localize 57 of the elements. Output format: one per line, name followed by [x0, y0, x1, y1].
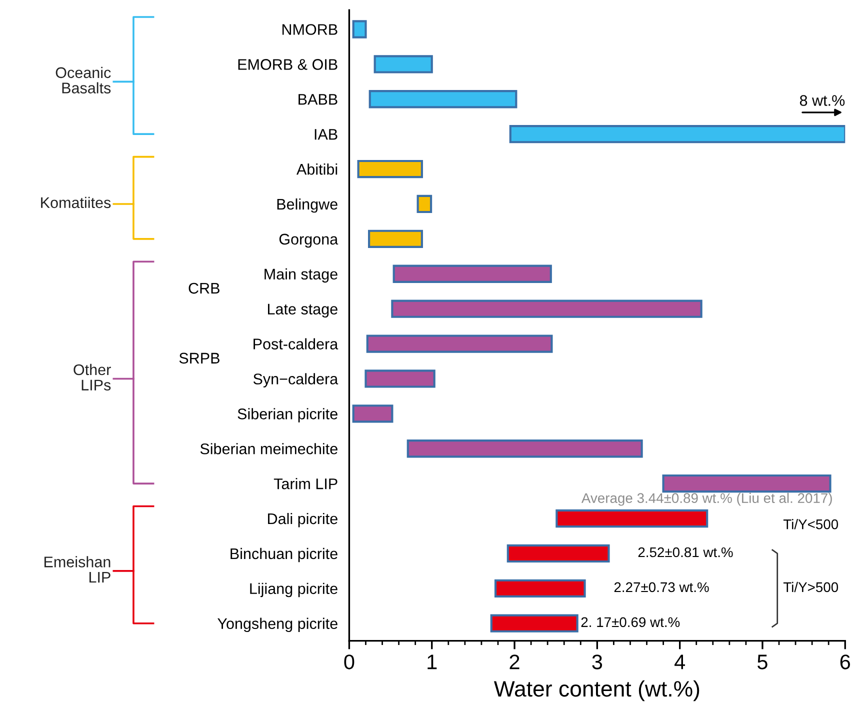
annotation: Ti/Y>500 [783, 582, 838, 592]
x-tick-label: 0 [344, 654, 354, 670]
y-tick-label: IAB [314, 129, 338, 140]
bar [352, 20, 367, 38]
legend-label: Oceanic Basalts [56, 66, 111, 94]
annotation: 2.52±0.81 wt.% [638, 547, 733, 558]
bar [416, 194, 432, 214]
y-tick-label: Siberian picrite [238, 408, 338, 422]
y-tick-label: Abitibi [296, 164, 338, 175]
bar [506, 544, 610, 563]
y-tick-label: Tarim LIP [274, 478, 338, 490]
bar [357, 160, 423, 178]
annotation: Average 3.44±0.89 wt.% (Liu et al. 2017) [581, 492, 832, 506]
y-tick-label: Syn−caldera [253, 373, 338, 388]
text: CRB [188, 282, 220, 294]
y-tick-label: Gorgona [279, 234, 338, 248]
x-tick-label: 6 [840, 654, 850, 670]
bar [509, 125, 846, 144]
annotation: 2. 17±0.69 wt.% [581, 617, 680, 628]
x-tick-label: 3 [592, 654, 602, 670]
y-tick-label: NMORB [282, 24, 338, 35]
x-tick-label: 5 [758, 654, 768, 670]
x-tick-label: 1 [428, 654, 437, 670]
text: SRPB [179, 352, 220, 364]
bar [391, 300, 702, 318]
bar [352, 404, 394, 423]
y-tick-label: BABB [298, 94, 338, 105]
legend-label: Other LIPs [74, 364, 111, 390]
y-tick-label: Yongsheng picrite [218, 618, 338, 632]
bar [364, 370, 436, 388]
y-tick-label: Lijiang picrite [250, 582, 338, 598]
legend-label: Komatiites [41, 196, 111, 208]
x-tick-label: 2 [510, 654, 520, 670]
y-tick-label: Late stage [268, 304, 338, 318]
annotation: 2.27±0.73 wt.% [614, 582, 709, 592]
y-tick-label: Dali picrite [268, 512, 338, 528]
x-tick-label: 4 [674, 654, 686, 670]
bar [366, 334, 553, 353]
bar [556, 509, 708, 528]
annotation: 8 wt.% [800, 95, 845, 106]
annotation: Ti/Y<500 [783, 519, 838, 530]
y-tick-label: Belingwe [277, 198, 338, 213]
bar [490, 614, 578, 632]
y-tick-label: Main stage [264, 268, 338, 283]
x-axis-title: Water content (wt.%) [494, 680, 700, 702]
bar [662, 474, 832, 493]
bar [374, 55, 433, 74]
y-tick-label: Siberian meimechite [200, 443, 338, 454]
legend-label: Emeishan LIP [44, 556, 110, 583]
bar [494, 579, 586, 598]
y-tick-label: Binchuan picrite [230, 548, 338, 562]
bar [406, 440, 643, 458]
y-tick-label: Post-caldera [254, 338, 338, 350]
y-tick-label: EMORB & OIB [238, 59, 338, 70]
bar [392, 264, 552, 283]
bar [368, 90, 518, 108]
bar [368, 230, 423, 248]
